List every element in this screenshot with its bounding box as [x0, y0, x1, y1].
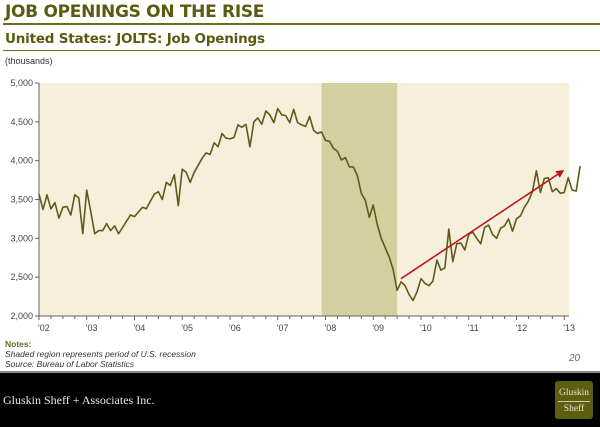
logo-line-2: Sheff — [555, 405, 593, 415]
y-tick-label: 2,500 — [10, 272, 33, 282]
x-tick-label: '07 — [277, 323, 289, 333]
x-tick-label: '08 — [325, 323, 337, 333]
recession-shading — [322, 83, 397, 316]
x-tick-label: '09 — [372, 323, 384, 333]
chart-title: United States: JOLTS: Job Openings — [5, 31, 265, 47]
y-tick-label: 4,000 — [10, 156, 33, 166]
y-tick-label: 5,000 — [10, 78, 33, 88]
notes-heading: Notes: — [5, 339, 31, 349]
y-tick-label: 3,000 — [10, 233, 33, 243]
y-tick-label: 4,500 — [10, 117, 33, 127]
subtitle-divider — [3, 50, 600, 51]
y-tick-label: 2,000 — [10, 311, 33, 321]
logo-line-1: Gluskin — [558, 389, 590, 402]
page-number: 20 — [569, 353, 580, 364]
x-tick-label: '05 — [181, 323, 193, 333]
x-tick-label: '11 — [468, 323, 479, 333]
x-tick-label: '13 — [563, 323, 575, 333]
job-openings-chart: 2,000 2,500 3,000 3,500 4,000 4,500 5,000 '02 '0… — [0, 70, 600, 335]
firm-name: Gluskin Sheff + Associates Inc. — [3, 393, 155, 408]
plot-background — [39, 83, 569, 316]
y-axis-units: (thousands) — [5, 56, 53, 66]
note-recession: Shaded region represents period of U.S. … — [5, 349, 196, 359]
title-divider — [3, 23, 600, 25]
x-tick-label: '02 — [38, 323, 50, 333]
x-tick-label: '10 — [420, 323, 432, 333]
footer-bar: Gluskin Sheff + Associates Inc. Gluskin … — [0, 371, 600, 427]
firm-logo: Gluskin Sheff — [555, 381, 593, 419]
note-source: Source: Bureau of Labor Statistics — [5, 359, 134, 369]
x-tick-label: '12 — [516, 323, 528, 333]
x-tick-label: '06 — [229, 323, 241, 333]
page-title: JOB OPENINGS ON THE RISE — [5, 2, 264, 22]
x-tick-label: '04 — [134, 323, 146, 333]
y-tick-label: 3,500 — [10, 195, 33, 205]
x-tick-label: '03 — [86, 323, 98, 333]
